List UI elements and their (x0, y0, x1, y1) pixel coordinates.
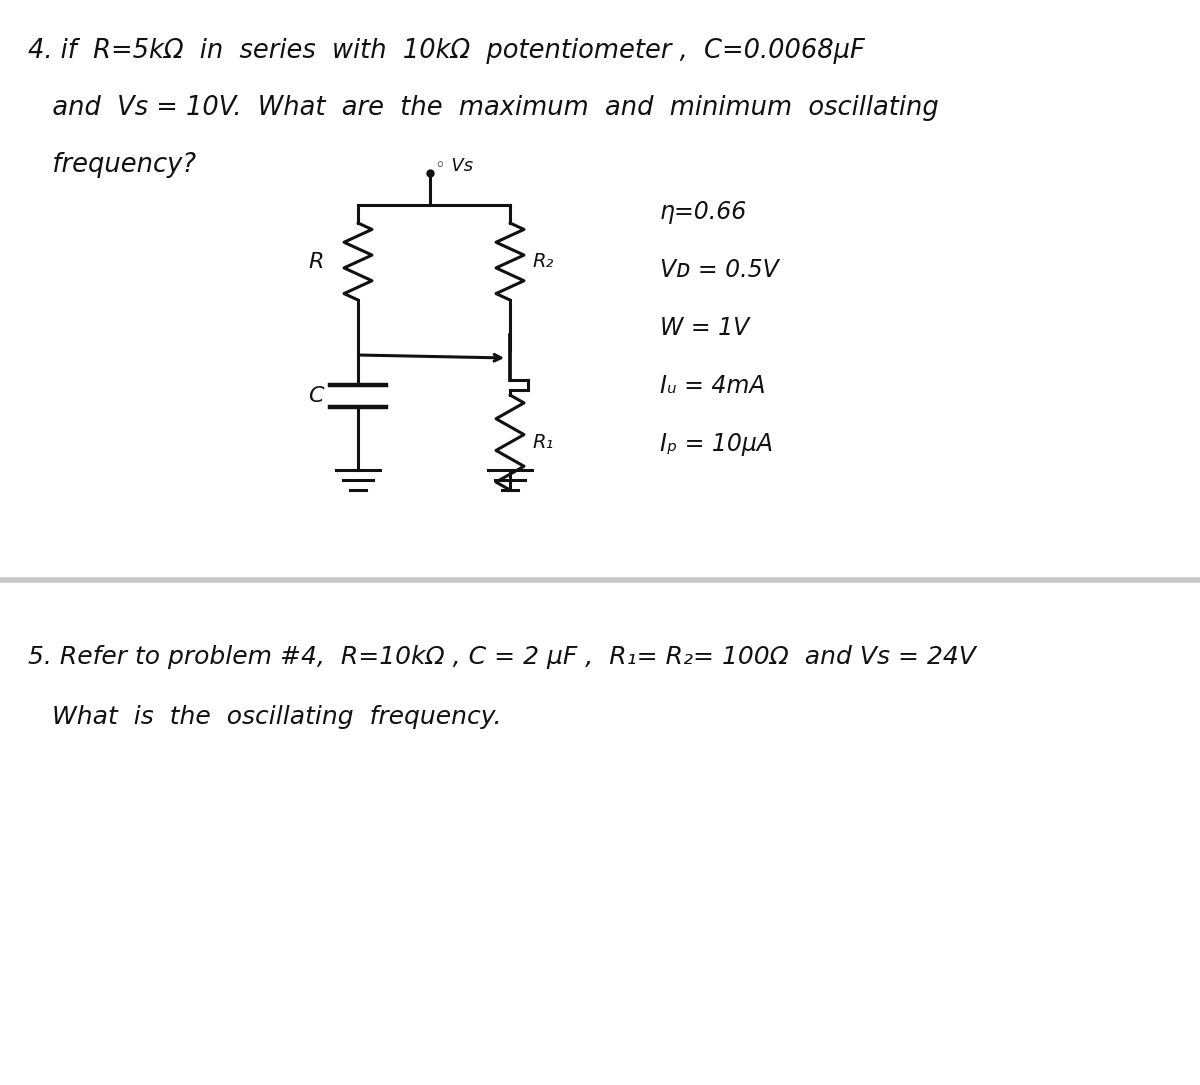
Text: R₁: R₁ (532, 433, 553, 452)
Text: ◦ Vs: ◦ Vs (436, 157, 473, 175)
Text: Iₚ = 10μA: Iₚ = 10μA (660, 432, 773, 456)
Text: 5. Refer to problem #4,  R=10kΩ , C = 2 μF ,  R₁= R₂= 100Ω  and Vs = 24V: 5. Refer to problem #4, R=10kΩ , C = 2 μ… (28, 644, 976, 669)
Text: What  is  the  oscillating  frequency.: What is the oscillating frequency. (28, 705, 502, 729)
Text: C: C (308, 386, 324, 406)
Text: 4. if  R=5kΩ  in  series  with  10kΩ  potentiometer ,  C=0.0068μF: 4. if R=5kΩ in series with 10kΩ potentio… (28, 38, 865, 64)
Text: Iᵤ = 4mA: Iᵤ = 4mA (660, 374, 766, 398)
Text: Vᴅ = 0.5V: Vᴅ = 0.5V (660, 258, 779, 282)
Text: R: R (308, 252, 324, 271)
Text: η=0.66: η=0.66 (660, 200, 748, 224)
Text: and  Vs = 10V.  What  are  the  maximum  and  minimum  oscillating: and Vs = 10V. What are the maximum and m… (28, 95, 938, 122)
Text: frequency?: frequency? (28, 152, 196, 178)
Text: R₂: R₂ (532, 252, 553, 271)
Text: W = 1V: W = 1V (660, 316, 749, 340)
